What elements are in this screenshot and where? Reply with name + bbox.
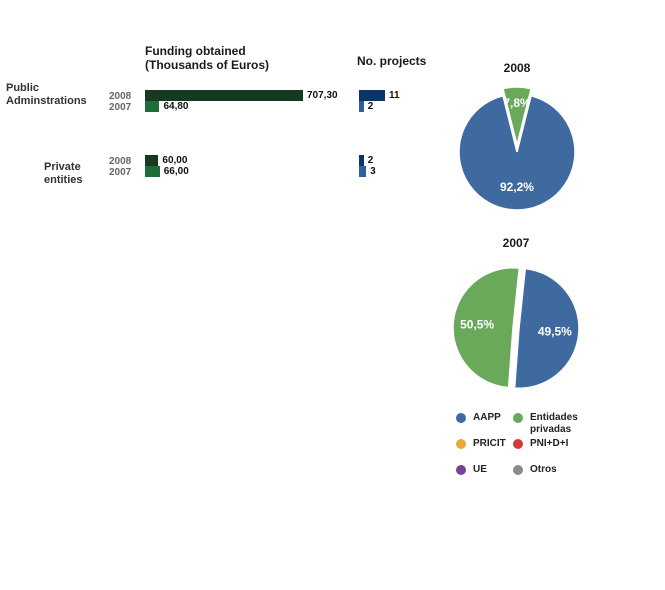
funding-value-label: 60,00 <box>162 155 188 166</box>
pie-slice-label: 50,5% <box>460 318 494 332</box>
pie-slice-aapp <box>458 94 576 211</box>
pie-title-2008: 2008 <box>503 61 531 75</box>
category-label-private: Private entities <box>44 161 83 186</box>
pie-chart-2008: 7,8% 92,2% <box>458 86 576 211</box>
projects-value-label: 3 <box>370 166 376 177</box>
projects-bar-private-2008 <box>359 155 364 166</box>
legend-item-aapp: AAPP <box>456 412 501 424</box>
funding-value-label: 66,00 <box>163 166 189 177</box>
funding-value-label: 64,80 <box>163 101 189 112</box>
legend-swatch <box>513 413 523 423</box>
pie-slice-label: 7,8% <box>503 96 531 110</box>
legend-label: UE <box>473 464 487 475</box>
funding-header: Funding obtained (Thousands of Euros) <box>145 44 269 72</box>
legend-label: AAPP <box>473 412 501 423</box>
funding-bar-public-2007 <box>145 101 160 112</box>
projects-value-label: 11 <box>389 90 400 101</box>
pie-slice-entidades-privadas <box>452 266 521 389</box>
legend-swatch <box>456 413 466 423</box>
pie-slice-entidades-privadas <box>502 86 533 146</box>
legend-swatch <box>513 465 523 475</box>
legend-swatch <box>456 439 466 449</box>
year-label: 2007 <box>109 167 132 178</box>
funding-bar-private-2007 <box>145 166 160 177</box>
funding-bar-public-2008 <box>145 90 303 101</box>
year-label: 2008 <box>109 91 132 102</box>
projects-bar-private-2007 <box>359 166 367 177</box>
funding-bar-private-2008 <box>145 155 159 166</box>
funding-value-label: 707,30 <box>307 90 338 101</box>
legend-item-pricit: PRICIT <box>456 438 506 450</box>
legend-label: Entidades privadas <box>530 412 578 435</box>
pie-slice-label: 49,5% <box>538 324 572 338</box>
pie-slice-aapp <box>513 267 580 389</box>
projects-bar-public-2007 <box>359 101 364 112</box>
projects-bar-public-2008 <box>359 90 385 101</box>
year-label: 2008 <box>109 156 132 167</box>
legend-label: PRICIT <box>473 438 506 449</box>
pie-title-2007: 2007 <box>502 236 530 250</box>
legend-item-pni: PNI+D+I <box>513 438 568 450</box>
legend-item-otros: Otros <box>513 464 557 476</box>
legend-label: Otros <box>530 464 557 475</box>
legend-item-ue: UE <box>456 464 487 476</box>
legend-item-entidades: Entidades privadas <box>513 412 578 436</box>
year-label: 2007 <box>109 102 132 113</box>
projects-value-label: 2 <box>367 101 374 112</box>
projects-header: No. projects <box>357 54 427 68</box>
pie-slice-label: 92,2% <box>500 180 534 194</box>
legend-swatch <box>456 465 466 475</box>
legend-swatch <box>513 439 523 449</box>
category-label-public: Public Adminstrations <box>6 82 87 107</box>
projects-value-label: 2 <box>367 155 374 166</box>
legend-label: PNI+D+I <box>530 438 569 449</box>
pie-chart-2007: 49,5% 50,5% <box>452 266 580 389</box>
